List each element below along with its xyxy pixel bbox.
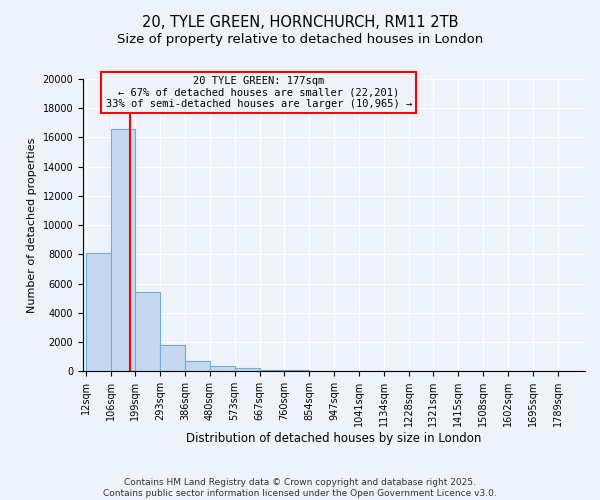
- X-axis label: Distribution of detached houses by size in London: Distribution of detached houses by size …: [187, 432, 482, 445]
- Bar: [260, 370, 284, 371]
- Bar: [284, 370, 310, 371]
- Text: 20 TYLE GREEN: 177sqm
← 67% of detached houses are smaller (22,201)
33% of semi-: 20 TYLE GREEN: 177sqm ← 67% of detached …: [106, 76, 412, 110]
- Bar: [86, 253, 110, 371]
- Text: 20, TYLE GREEN, HORNCHURCH, RM11 2TB: 20, TYLE GREEN, HORNCHURCH, RM11 2TB: [142, 15, 458, 30]
- Y-axis label: Number of detached properties: Number of detached properties: [27, 138, 37, 313]
- Text: Contains HM Land Registry data © Crown copyright and database right 2025.
Contai: Contains HM Land Registry data © Crown c…: [103, 478, 497, 498]
- Bar: [235, 368, 260, 371]
- Bar: [136, 292, 160, 371]
- Bar: [110, 128, 136, 371]
- Text: Size of property relative to detached houses in London: Size of property relative to detached ho…: [117, 32, 483, 46]
- Bar: [210, 366, 235, 371]
- Bar: [160, 345, 185, 371]
- Bar: [185, 361, 210, 371]
